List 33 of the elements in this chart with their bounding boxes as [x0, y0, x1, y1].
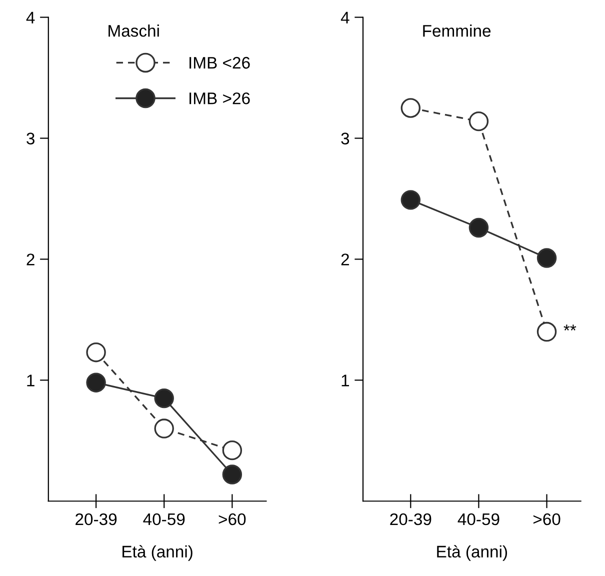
point: [154, 418, 174, 438]
x-tick-label: 40-59: [458, 513, 500, 526]
y-tick-label: 3: [341, 132, 350, 144]
point: [400, 98, 421, 118]
y-tick-label: 2: [26, 254, 34, 266]
annotation: **: [564, 324, 576, 330]
point: [536, 322, 557, 342]
chart-title: Maschi: [108, 24, 159, 37]
point: [222, 440, 242, 460]
y-tick-label: 1: [342, 374, 349, 386]
y-tick-label: 1: [27, 374, 34, 386]
x-tick-label: >60: [533, 513, 560, 526]
y-tick-label: 2: [341, 254, 349, 266]
x-tick-label: >60: [218, 513, 246, 526]
point: [400, 190, 421, 210]
y-tick-label: 4: [26, 12, 35, 24]
y-tick-label: 3: [26, 132, 34, 144]
y-tick-label: 4: [340, 12, 350, 24]
legend-label: IMB >26: [190, 92, 250, 104]
point: [468, 111, 489, 132]
x-tick-label: 20-39: [390, 513, 432, 526]
point: [536, 248, 557, 268]
point: [222, 464, 242, 484]
x-tick-label: 40-59: [143, 513, 185, 526]
x-tick-label: 20-39: [76, 513, 117, 526]
chart-title: Femmine: [423, 24, 491, 37]
legend-label: IMB <26: [190, 56, 250, 69]
point: [86, 342, 106, 362]
x-axis-title: Età (anni): [437, 545, 507, 561]
point: [154, 388, 174, 408]
point: [468, 218, 489, 238]
point: [86, 372, 106, 392]
x-axis-title: Età (anni): [122, 545, 192, 561]
